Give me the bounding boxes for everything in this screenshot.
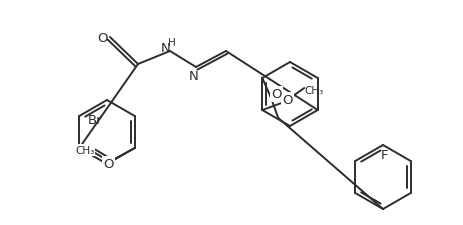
Text: CH₃: CH₃ (75, 145, 94, 155)
Text: CH₃: CH₃ (305, 86, 324, 96)
Text: O: O (271, 88, 282, 101)
Text: N: N (189, 70, 199, 83)
Text: O: O (103, 158, 114, 171)
Text: O: O (282, 94, 293, 107)
Text: O: O (97, 31, 107, 44)
Text: F: F (381, 149, 389, 162)
Text: N: N (161, 42, 171, 55)
Text: H: H (168, 38, 176, 48)
Text: Br: Br (88, 114, 103, 127)
